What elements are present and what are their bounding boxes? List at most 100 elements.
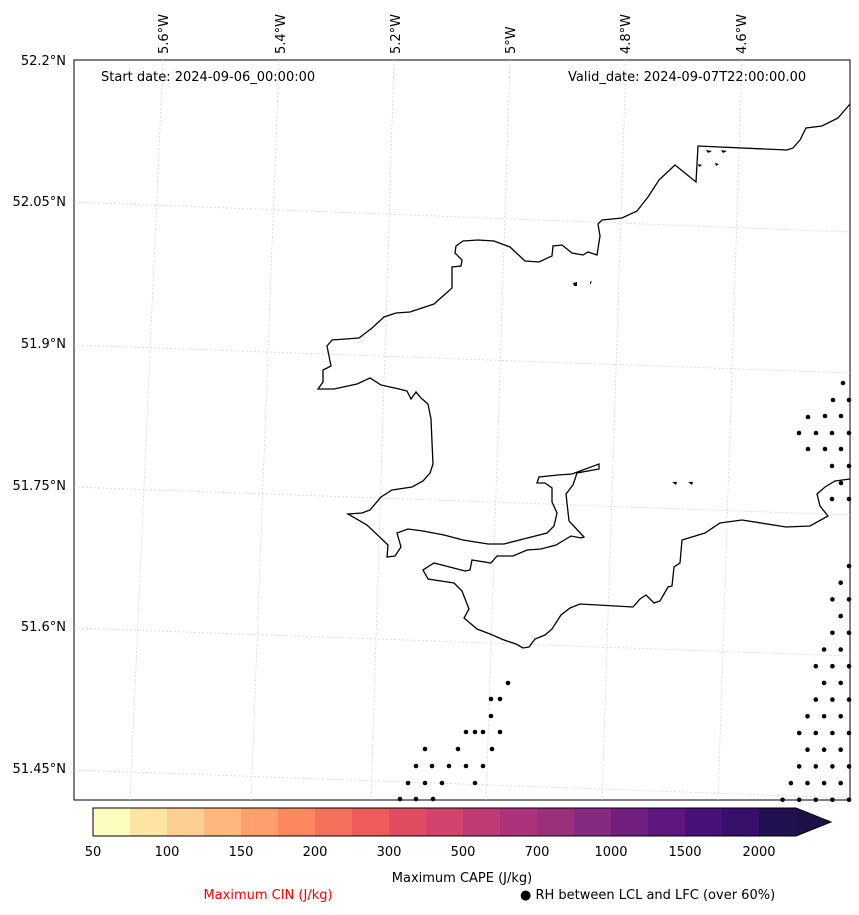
gridline [601,59,627,801]
colorbar-segment [685,808,722,836]
graticule [73,59,851,801]
lat-label: 52.2°N [21,54,66,69]
rh-dot [846,730,852,736]
rh-dot [405,780,411,786]
rh-dot [446,763,452,769]
gridline [73,344,851,374]
rh-dot [822,446,828,452]
coastline [316,103,851,649]
rh-dot [813,730,819,736]
rh-dot [796,797,802,803]
colorbar-segment [759,808,796,836]
rh-dot [488,696,494,702]
colorbar-segment [167,808,204,836]
rh-dot [830,597,835,602]
gridline [73,769,851,799]
lon-label: 4.8°W [619,14,634,54]
rh-dot [822,413,828,419]
rh-dot [846,397,852,403]
island-6 [590,281,592,285]
rh-dot [846,563,852,569]
gridline [129,59,164,801]
rh-dot [838,647,843,652]
island-7 [672,482,677,485]
gridline [717,59,743,801]
rh-dot [813,697,819,702]
rh-dot [846,496,852,502]
colorbar-segment [204,808,241,836]
rh-dot [838,714,843,719]
colorbar-outline [92,807,833,837]
rh-dot [838,580,843,585]
rh-dot [830,764,835,769]
rh-dot [805,747,810,752]
colorbar-tick-label: 200 [302,845,328,860]
rh-dot [830,630,835,636]
rh-dot [805,446,811,452]
rh-dot [472,729,478,735]
rh-dot [830,397,836,403]
gridline [73,627,851,657]
rh-dot [813,430,819,436]
rh-dot [796,764,802,769]
rh-dot [821,714,827,719]
rh-dot [463,763,469,769]
cin-label: Maximum CIN (J/kg) [203,888,333,903]
rh-dot [813,797,819,803]
gridline [73,201,851,233]
rh-dot [846,597,852,602]
lon-label: 5.4°W [274,14,289,54]
colorbar-tick-label: 700 [524,845,550,860]
rh-dot [488,713,494,719]
rh-legend-label: ● RH between LCL and LFC (over 60%) [520,888,776,903]
rh-dot [497,696,503,702]
colorbar-segment [278,808,315,836]
rh-dot [830,697,835,702]
rh-dot [821,647,827,652]
rh-dot [480,763,486,769]
lon-label: 4.6°W [735,14,750,54]
colorbar-extend-arrow [796,808,831,836]
rh-dot [397,796,403,802]
colorbar-segment [389,808,426,836]
rh-dot [821,780,827,786]
island-3 [706,150,712,153]
colorbar-segment [130,808,167,836]
colorbar-segment [352,808,389,836]
rh-dot [796,730,802,736]
rh-dot [830,663,835,669]
island-2 [715,163,719,166]
rh-dot [829,430,835,436]
rh-dot [846,697,852,702]
rh-dot [829,496,835,502]
lat-label: 51.45°N [13,762,66,777]
rh-dot [846,797,852,803]
rh-dot [430,796,436,802]
rh-dot [788,780,794,786]
rh-dot [838,613,843,619]
rh-dot [838,446,844,452]
rh-dot [805,780,810,786]
rh-dot [838,680,843,686]
rh-dot [829,463,835,469]
colorbar-tick-label: 300 [376,845,402,860]
rh-dot [472,780,478,786]
colorbar-tick-label: 150 [228,845,254,860]
gridline [250,59,280,801]
colorbar-tick-label: 1000 [594,845,628,860]
rh-dot [497,729,503,735]
colorbar-tick-label: 500 [450,845,476,860]
rh-dot [846,430,852,436]
rh-dot [805,414,811,420]
rh-dot [830,797,835,803]
gridline [370,59,395,801]
rh-dot [439,780,445,786]
lat-label: 51.9°N [21,337,66,352]
rh-dot [813,663,819,669]
rh-dot [838,747,843,752]
lon-label: 5°W [504,26,519,54]
rh-dot [489,746,495,752]
lat-label: 51.75°N [13,479,66,494]
colorbar [92,807,833,837]
rh-dot [838,413,844,419]
